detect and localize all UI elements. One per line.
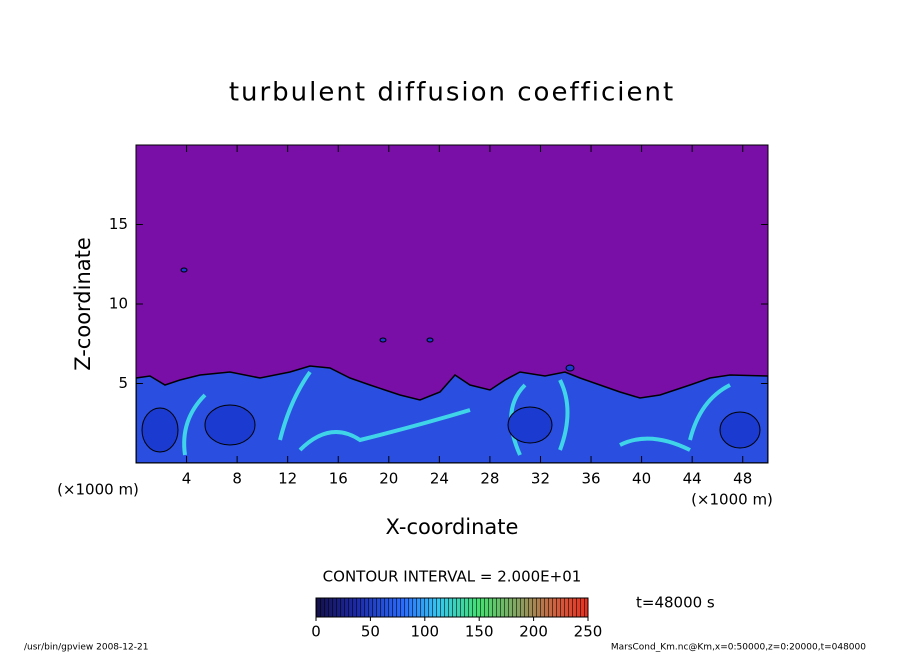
x-tick-label: 20 xyxy=(379,470,398,488)
colorbar-tick-label: 250 xyxy=(574,623,603,641)
x-tick-label: 36 xyxy=(581,470,600,488)
colorbar-tick-label: 50 xyxy=(361,623,380,641)
x-units: (×1000 m) xyxy=(691,491,773,509)
x-tick-label: 24 xyxy=(430,470,449,488)
x-tick-label: 8 xyxy=(232,470,242,488)
x-tick-label: 48 xyxy=(733,470,752,488)
y-tick-label: 10 xyxy=(109,295,128,313)
colorbar-tick-label: 0 xyxy=(311,623,321,641)
y-tick-label: 15 xyxy=(109,215,128,233)
colorbar-stripes xyxy=(315,597,589,618)
y-units: (×1000 m) xyxy=(57,481,139,499)
x-tick-label: 44 xyxy=(683,470,702,488)
x-tick-label: 28 xyxy=(480,470,499,488)
field xyxy=(136,145,768,463)
x-axis-label: X-coordinate xyxy=(386,515,519,539)
x-tick-label: 40 xyxy=(632,470,651,488)
x-tick-label: 4 xyxy=(182,470,192,488)
time-label: t=48000 s xyxy=(636,594,715,612)
x-tick-label: 12 xyxy=(278,470,297,488)
field-blobs xyxy=(141,267,761,453)
x-tick-label: 32 xyxy=(531,470,550,488)
colorbar-tick-label: 200 xyxy=(519,623,548,641)
chart-title: turbulent diffusion coefficient xyxy=(229,78,675,108)
colorbar-tick-label: 150 xyxy=(465,623,494,641)
y-tick-label: 5 xyxy=(118,374,128,392)
y-axis-label: Z-coordinate xyxy=(71,237,95,371)
contour-interval: CONTOUR INTERVAL = 2.000E+01 xyxy=(323,568,582,586)
footer-right: MarsCond_Km.nc@Km,x=0:50000,z=0:20000,t=… xyxy=(611,643,866,653)
x-tick-label: 16 xyxy=(329,470,348,488)
footer-left: /usr/bin/gpview 2008-12-21 xyxy=(24,643,148,653)
colorbar-tick-label: 100 xyxy=(410,623,439,641)
